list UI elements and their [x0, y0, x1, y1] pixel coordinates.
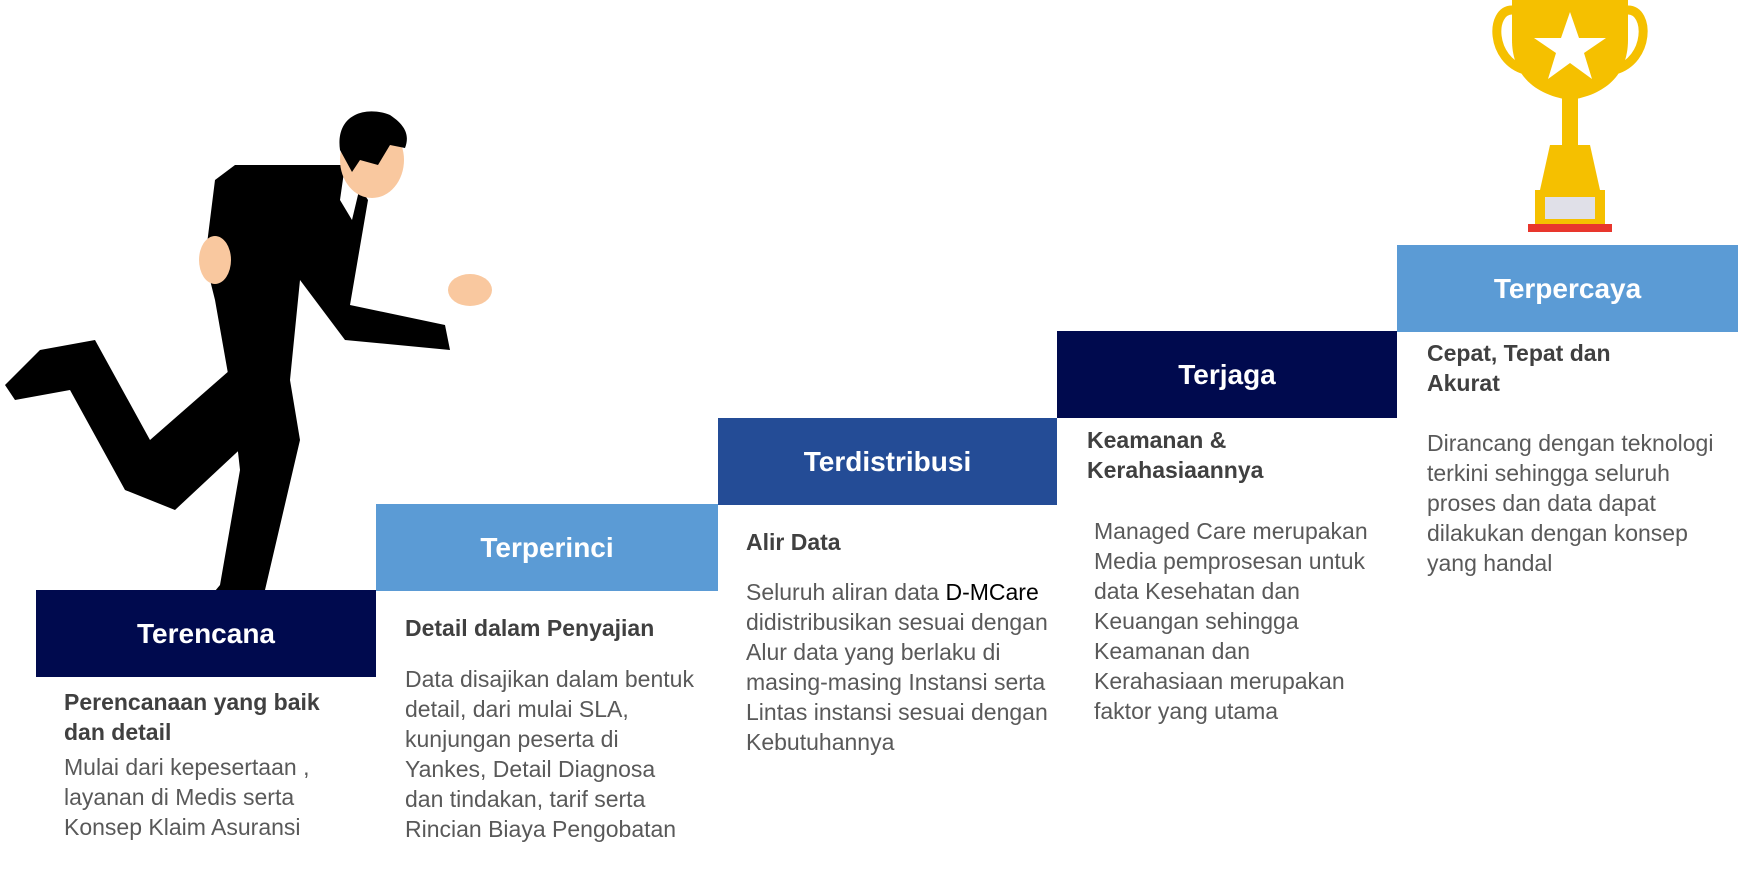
step-4-subtitle: Keamanan & Kerahasiaannya	[1087, 427, 1264, 483]
businessman-running-icon	[5, 111, 492, 632]
step-2-bar: Terperinci	[376, 504, 718, 591]
trophy-star-icon	[1492, 0, 1648, 232]
step-4-bar: Terjaga	[1057, 331, 1397, 418]
step-1-body: Mulai dari kepesertaan , layanan di Medi…	[64, 754, 310, 840]
step-3-body-end: didistribusikan sesuai dengan Alur data …	[746, 609, 1048, 755]
step-3-subtitle: Alir Data	[746, 529, 841, 555]
step-3-body-start: Seluruh aliran data	[746, 579, 946, 605]
step-2-subtitle: Detail dalam Penyajian	[405, 615, 655, 641]
step-1-bar: Terencana	[36, 590, 376, 677]
step-5-bar: Terpercaya	[1397, 245, 1738, 332]
step-2-title: Terperinci	[480, 531, 614, 563]
step-3-title: Terdistribusi	[803, 445, 972, 477]
step-5-body: Dirancang dengan teknologi terkini sehin…	[1427, 430, 1714, 576]
step-1-title: Terencana	[137, 617, 275, 649]
step-4-title: Terjaga	[1178, 358, 1276, 390]
dmcare-label: D-MCare	[945, 579, 1039, 605]
step-3-bar: Terdistribusi	[718, 418, 1057, 505]
step-1-subtitle: Perencanaan yang baik dan detail	[64, 689, 320, 745]
step-5-title: Terpercaya	[1493, 272, 1642, 304]
step-2-body: Data disajikan dalam bentuk detail, dari…	[405, 666, 694, 842]
step-3-body: Seluruh aliran data D-MCare didistribusi…	[746, 577, 1071, 757]
step-5-subtitle: Cepat, Tepat dan Akurat	[1427, 340, 1611, 396]
step-4-body: Managed Care merupakan Media pemprosesan…	[1094, 518, 1368, 724]
